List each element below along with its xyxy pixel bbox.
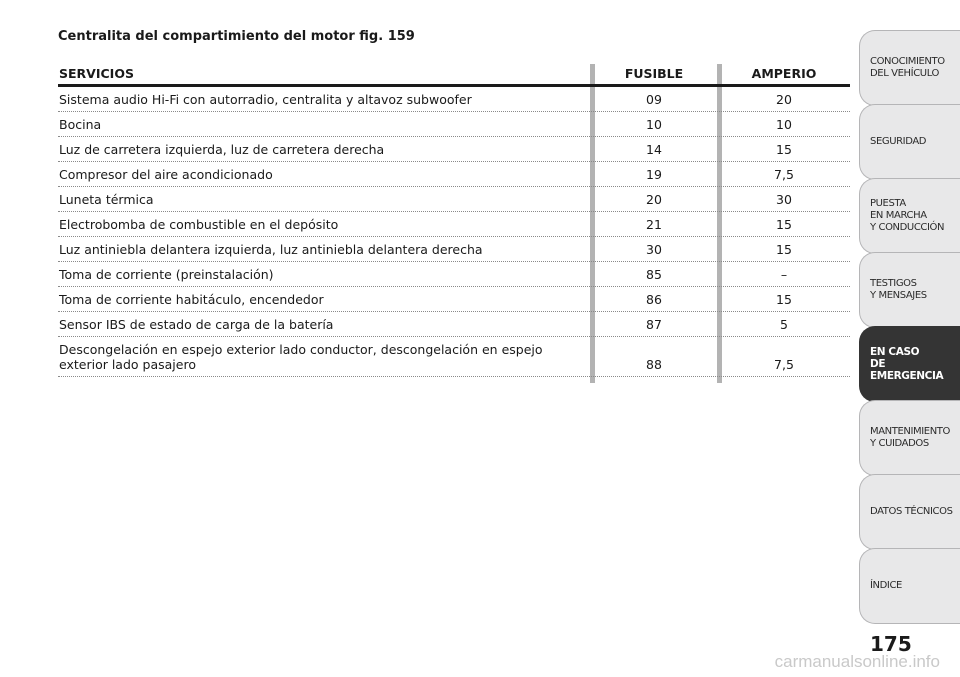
row-fuse: 30	[646, 242, 662, 257]
fuse-column-bar	[590, 64, 595, 383]
row-service: Toma de corriente habitáculo, encendedor	[59, 292, 324, 307]
table-row: Electrobomba de combustible en el depósi…	[58, 212, 850, 237]
row-amp: 15	[776, 142, 792, 157]
row-fuse: 85	[646, 267, 662, 282]
row-service: Electrobomba de combustible en el depósi…	[59, 217, 339, 232]
table-row: Luz antiniebla delantera izquierda, luz …	[58, 237, 850, 262]
row-service: Sistema audio Hi-Fi con autorradio, cent…	[59, 92, 472, 107]
row-fuse: 09	[646, 92, 662, 107]
header-services: SERVICIOS	[59, 66, 134, 81]
row-amp: 7,5	[774, 167, 794, 182]
table-row: Sistema audio Hi-Fi con autorradio, cent…	[58, 87, 850, 112]
fuse-table: SERVICIOS FUSIBLE AMPERIO Sistema audio …	[58, 62, 850, 383]
row-service: Luz antiniebla delantera izquierda, luz …	[59, 242, 483, 257]
header-fuse: FUSIBLE	[624, 66, 684, 81]
row-amp: 7,5	[774, 357, 794, 372]
row-amp: 10	[776, 117, 792, 132]
row-fuse: 87	[646, 317, 662, 332]
tab-indice[interactable]: ÍNDICE	[859, 548, 960, 624]
chapter-tabs: CONOCIMIENTO DEL VEHÍCULO SEGURIDAD PUES…	[859, 0, 960, 677]
tab-seguridad[interactable]: SEGURIDAD	[859, 104, 960, 180]
row-service: Bocina	[59, 117, 102, 132]
row-service: Toma de corriente (preinstalación)	[59, 267, 274, 282]
table-header: SERVICIOS FUSIBLE AMPERIO	[58, 62, 850, 87]
table-row: Compresor del aire acondicionado 19 7,5	[58, 162, 850, 187]
tab-en-caso-de-emergencia[interactable]: EN CASO DE EMERGENCIA	[859, 326, 960, 402]
tab-mantenimiento-y-cuidados[interactable]: MANTENIMIENTO Y CUIDADOS	[859, 400, 960, 476]
page-number: 175	[870, 632, 912, 656]
amp-column-bar	[717, 64, 722, 383]
row-amp: –	[780, 267, 788, 282]
row-fuse: 10	[646, 117, 662, 132]
row-amp: 20	[776, 92, 792, 107]
tab-puesta-en-marcha[interactable]: PUESTA EN MARCHA Y CONDUCCIÓN	[859, 178, 960, 254]
table-row: Luz de carretera izquierda, luz de carre…	[58, 137, 850, 162]
row-fuse: 86	[646, 292, 662, 307]
tab-testigos-y-mensajes[interactable]: TESTIGOS Y MENSAJES	[859, 252, 960, 328]
tab-datos-tecnicos[interactable]: DATOS TÉCNICOS	[859, 474, 960, 550]
header-amp: AMPERIO	[751, 66, 817, 81]
row-fuse: 21	[646, 217, 662, 232]
row-amp: 5	[780, 317, 788, 332]
row-amp: 30	[776, 192, 792, 207]
row-service: Sensor IBS de estado de carga de la bate…	[59, 317, 334, 332]
tab-conocimiento-del-vehiculo[interactable]: CONOCIMIENTO DEL VEHÍCULO	[859, 30, 960, 106]
row-fuse: 88	[646, 357, 662, 372]
row-service: Luneta térmica	[59, 192, 154, 207]
table-row: Bocina 10 10	[58, 112, 850, 137]
row-fuse: 19	[646, 167, 662, 182]
table-row: Toma de corriente (preinstalación) 85 –	[58, 262, 850, 287]
watermark: carmanualsonline.info	[774, 652, 940, 671]
row-amp: 15	[776, 242, 792, 257]
row-service: Compresor del aire acondicionado	[59, 167, 273, 182]
row-amp: 15	[776, 292, 792, 307]
table-row: Descongelación en espejo exterior lado c…	[58, 337, 850, 377]
row-fuse: 14	[646, 142, 662, 157]
table-row: Luneta térmica 20 30	[58, 187, 850, 212]
section-title: Centralita del compartimiento del motor …	[58, 29, 415, 44]
row-service: Luz de carretera izquierda, luz de carre…	[59, 142, 385, 157]
row-amp: 15	[776, 217, 792, 232]
row-service: Descongelación en espejo exterior lado c…	[59, 342, 543, 372]
table-row: Sensor IBS de estado de carga de la bate…	[58, 312, 850, 337]
table-row: Toma de corriente habitáculo, encendedor…	[58, 287, 850, 312]
row-fuse: 20	[646, 192, 662, 207]
